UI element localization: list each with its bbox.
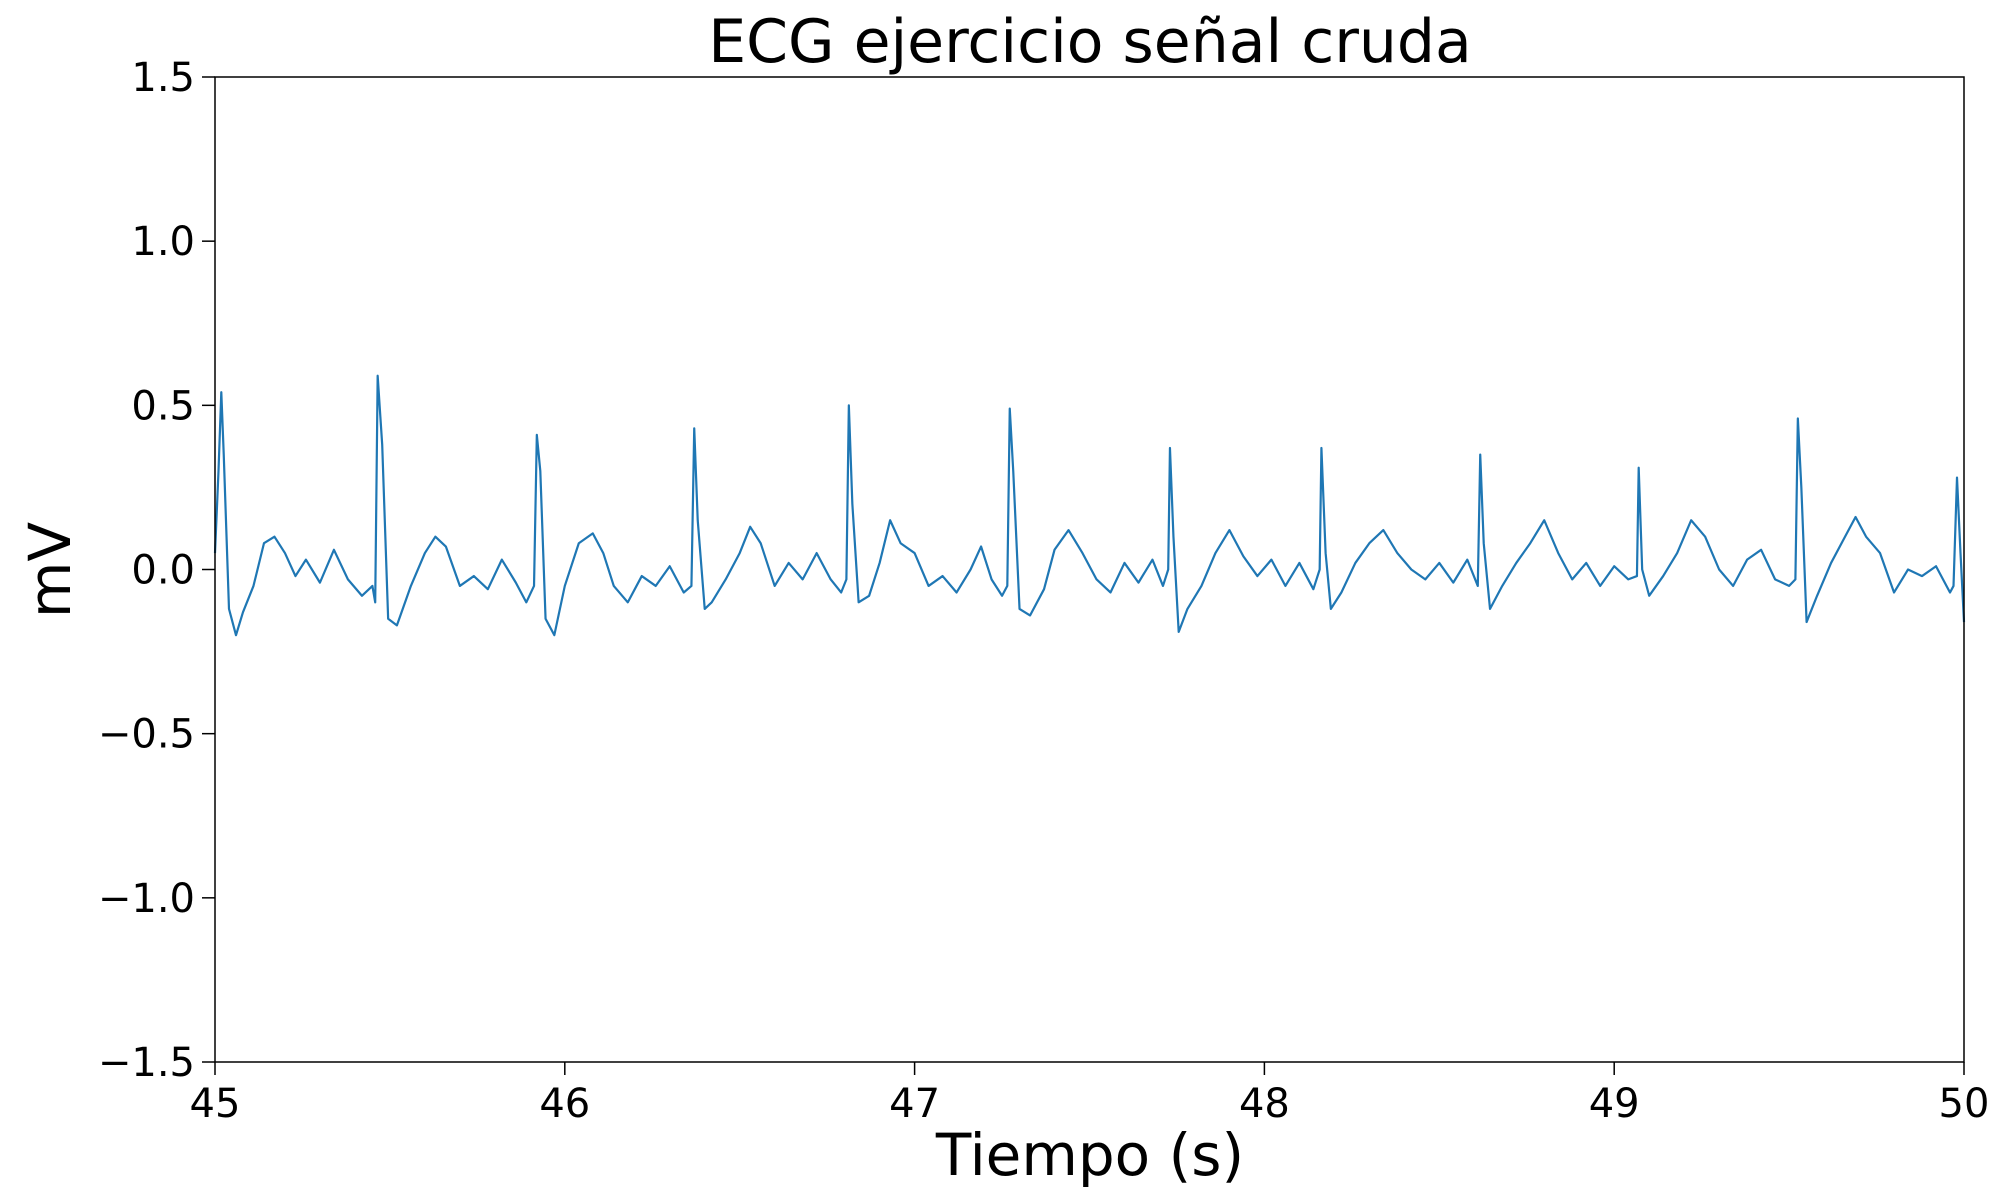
x-tick-label: 49 — [1589, 1081, 1640, 1127]
x-tick-label: 46 — [539, 1081, 590, 1127]
chart-title: ECG ejercicio señal cruda — [708, 7, 1472, 77]
y-axis-label: mV — [16, 522, 84, 618]
y-tick-label: −0.5 — [98, 712, 195, 758]
x-tick-label: 47 — [889, 1081, 940, 1127]
x-tick-label: 48 — [1239, 1081, 1290, 1127]
y-tick-label: 1.0 — [131, 219, 195, 265]
y-tick-label: −1.5 — [98, 1040, 195, 1086]
x-tick-label: 50 — [1939, 1081, 1990, 1127]
signal-line — [213, 374, 1966, 637]
y-tick-label: 1.5 — [131, 55, 195, 101]
x-axis-label: Tiempo (s) — [935, 1121, 1244, 1189]
y-tick-label: 0.5 — [131, 383, 195, 429]
x-tick-label: 45 — [190, 1081, 241, 1127]
plot-frame — [214, 76, 1965, 1063]
y-tick-label: 0.0 — [131, 548, 195, 594]
y-tick-label: −1.0 — [98, 876, 195, 922]
